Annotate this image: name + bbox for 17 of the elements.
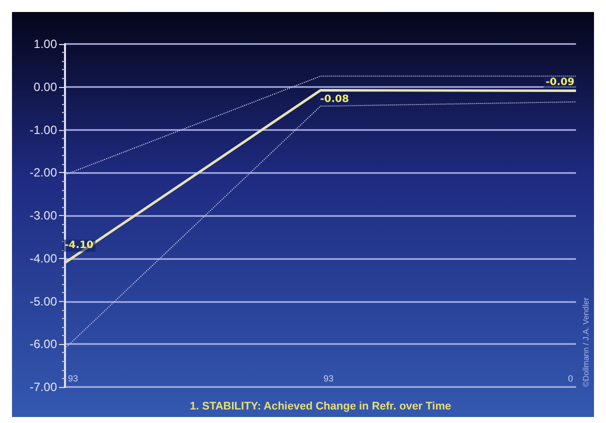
y-tick-label: -6.00 (30, 337, 58, 352)
annotation: 93 (324, 374, 334, 384)
data-label: -0.09 (546, 77, 574, 88)
y-tick-label: 0.00 (34, 80, 58, 94)
y-tick-label: -3.00 (30, 208, 58, 222)
y-tick-label: -4.00 (30, 251, 58, 266)
y-tick-label: -7.00 (30, 380, 58, 394)
y-tick-label: -2.00 (30, 166, 58, 180)
y-tick-label: 1.00 (34, 37, 58, 51)
y-tick-label: -5.00 (30, 294, 58, 308)
annotation: 93 (68, 374, 78, 384)
text: ©Dollmann / J.A. Vendler (582, 297, 590, 387)
annotation: 0 (568, 374, 574, 384)
y-tick-label: -1.00 (30, 122, 58, 137)
x-axis-title: 1. STABILITY: Achieved Change in Refr. over Time (190, 400, 452, 412)
data-label: -4.10 (64, 240, 94, 252)
data-label: -0.08 (320, 94, 349, 105)
